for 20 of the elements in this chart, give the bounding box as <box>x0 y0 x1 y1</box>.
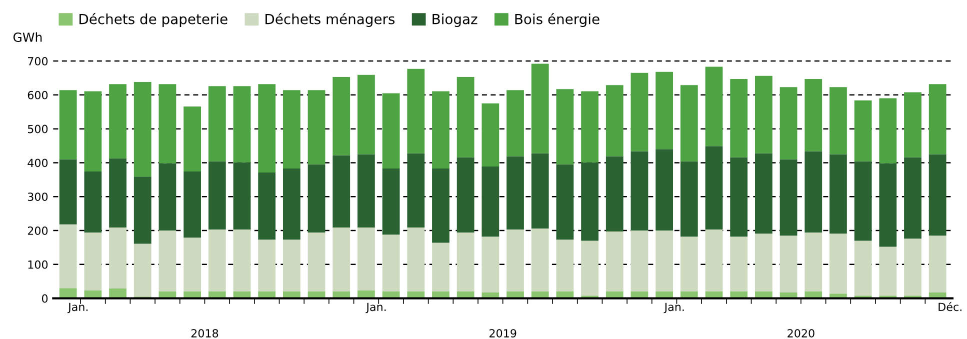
text: 2019 <box>490 329 516 338</box>
y-axis-title: GWh <box>13 32 42 42</box>
y-tick-label: 600 <box>28 90 48 100</box>
y-tick-label: 200 <box>28 226 48 235</box>
x-tick-label: Jan. <box>366 302 386 314</box>
y-tick-label: 700 <box>28 56 48 66</box>
x-tick-label: Jan. <box>664 302 684 314</box>
legend-label: Déchets de papeterie <box>80 12 228 27</box>
x-tick-label: Déc. <box>938 302 962 312</box>
y-tick-label: 500 <box>28 124 48 134</box>
legend-label: Biogaz <box>432 14 478 27</box>
y-tick-label: 300 <box>28 192 48 201</box>
y-tick-label: 400 <box>28 158 48 168</box>
y-tick-label: 100 <box>28 260 48 269</box>
legend-label: Bois énergie <box>515 12 600 27</box>
legend-label: Déchets ménagers <box>266 12 395 27</box>
text: 2020 <box>788 329 814 338</box>
x-tick-label: Jan. <box>68 302 88 314</box>
y-tick-label: 0 <box>42 294 48 303</box>
text: 2018 <box>191 329 218 338</box>
